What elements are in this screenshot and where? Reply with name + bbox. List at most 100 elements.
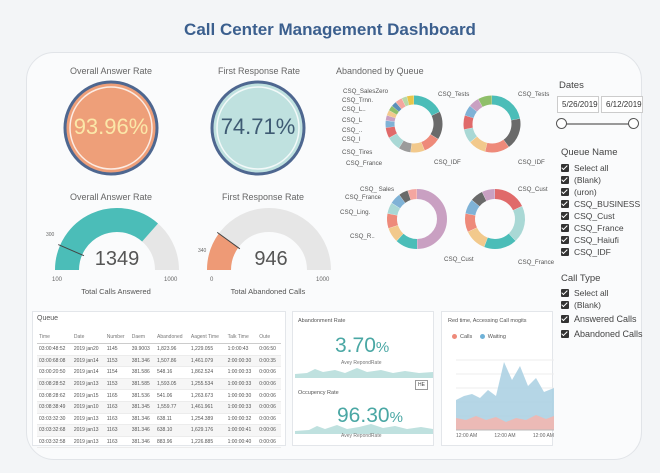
donut-segment [470, 136, 488, 152]
table-cell: 1,254.389 [188, 413, 226, 426]
checkbox-checked-icon[interactable] [561, 176, 569, 184]
checkbox-checked-icon[interactable] [561, 224, 569, 232]
table-column-header[interactable]: Date [71, 331, 105, 344]
filter-checkbox-item[interactable]: CSQ_France [561, 222, 640, 234]
table-row[interactable]: 03:03:32:58 2019 jan13 1163 381.346 883.96 1,… [37, 436, 281, 449]
donut-segment [389, 133, 404, 149]
table-cell: 1,507.86 [154, 355, 189, 368]
table-cell: 2019 jan14 [71, 366, 105, 379]
filter-checkbox-item[interactable]: CSQ_IDF [561, 246, 640, 258]
table-cell: 0:00:06 [257, 366, 281, 379]
filter-checkbox-item[interactable]: (Blank) [561, 299, 643, 311]
filter-checkbox-item[interactable]: CSQ_Haiufi [561, 234, 640, 246]
checkbox-checked-icon[interactable] [561, 164, 569, 172]
filter-checkbox-label: (Blank) [574, 175, 601, 185]
table-row[interactable]: 03:08:28:52 2019 jan13 1153 381.585 1,593.05… [37, 378, 281, 391]
table-column-header[interactable]: Time [37, 331, 72, 344]
table-row[interactable]: 03:00:20:50 2019 jan14 1154 381.586 548.16 1,… [37, 366, 281, 379]
donut-segment [399, 190, 411, 203]
filter-checkbox-item[interactable]: Answered Calls [561, 311, 643, 326]
checkbox-checked-icon[interactable] [561, 301, 569, 309]
gauge-left-value: 1349 [94, 248, 140, 270]
donut-segment [387, 213, 399, 229]
filter-checkbox-label: Select all [574, 163, 609, 173]
checkbox-checked-icon[interactable] [561, 212, 569, 220]
table-cell: 1163 [104, 436, 130, 449]
table-cell: 1:00:00:30 [225, 389, 258, 402]
checkbox-checked-icon[interactable] [561, 329, 569, 338]
donut-label: CSQ_France [346, 160, 383, 167]
table-cell: 2019 jan10 [71, 401, 105, 414]
date-from-input[interactable]: 5/26/2019 [557, 96, 599, 113]
donut-segment [467, 227, 488, 247]
filter-checkbox-item[interactable]: CSQ_Cust [561, 210, 640, 222]
x-tick: 12:00 AM [456, 433, 478, 439]
table-row[interactable]: 03:08:38:49 2019 jan10 1163 381.345 1,559.77… [37, 401, 281, 414]
date-slider-start-handle[interactable] [556, 118, 567, 129]
filter-checkbox-label: (Blank) [574, 300, 601, 310]
table-cell: 1,226.885 [188, 436, 226, 449]
x-tick: 12:00 AM [494, 433, 516, 439]
filter-checkbox-label: CSQ_Cust [574, 211, 615, 221]
realtime-area-chart [456, 359, 554, 431]
filter-checkbox-item[interactable]: (uron) [561, 186, 640, 198]
checkbox-checked-icon[interactable] [561, 188, 569, 196]
donut-segment [386, 110, 397, 119]
table-column-header[interactable]: Oute [257, 331, 281, 344]
table-row[interactable]: 03:00:48:52 2019 jan20 1145 39.9003 1,823.96… [37, 343, 281, 356]
legend-calls-label: Calls [460, 334, 473, 340]
donut-label: CSQ_Ling. [340, 209, 371, 216]
donut-4 [465, 189, 525, 249]
table-cell: 2019 jan15 [71, 389, 105, 402]
table-cell: 03:03:32:68 [37, 424, 72, 437]
abandoned-title: Abandoned by Queue [336, 66, 424, 76]
donut-segment [392, 102, 402, 112]
filter-checkbox-label: Answered Calls [574, 313, 637, 324]
table-row[interactable]: 03:03:32:30 2019 jan13 1163 381.346 638.11 1,… [37, 413, 281, 426]
table-cell: 2:00:00:30 [225, 355, 258, 368]
abandon-rate-unit: % [375, 339, 390, 356]
checkbox-checked-icon[interactable] [561, 236, 569, 244]
table-column-header[interactable]: Aagent Time [188, 331, 226, 344]
table-cell: 03:08:28:62 [37, 389, 72, 402]
filter-checkbox-item[interactable]: CSQ_BUSINESS [561, 198, 640, 210]
abandon-rate-caption: Avey RepondRate [341, 360, 382, 366]
checkbox-checked-icon[interactable] [561, 289, 569, 297]
table-column-header[interactable]: Number [104, 331, 130, 344]
filter-checkbox-item[interactable]: Select all [561, 162, 640, 174]
table-cell: 03:00:68:08 [37, 355, 72, 368]
table-cell: 2019 jan13 [71, 413, 105, 426]
queue-table-panel: Queue Time Date Number Daem Abandoned Aagent … [32, 311, 286, 449]
table-column-header[interactable]: Abandoned [154, 331, 189, 344]
checkbox-checked-icon[interactable] [561, 248, 569, 256]
donut-segment [407, 189, 417, 201]
filter-checkbox-item[interactable]: Select all [561, 287, 643, 299]
date-slider-end-handle[interactable] [628, 118, 639, 129]
abandon-rate-number: 3.70 [335, 334, 376, 357]
donut-segment [465, 213, 478, 232]
gauge-left-caption: Total Calls Answered [81, 287, 151, 296]
date-to-input[interactable]: 6/12/2019 [601, 96, 643, 113]
table-column-header[interactable]: Talk Time [225, 331, 258, 344]
queue-name-list: Select all (Blank) (uron) CSQ_BUSINESS CSQ_C… [561, 162, 640, 258]
table-column-header[interactable]: Daem [129, 331, 155, 344]
abandon-rate-badge[interactable]: HE [415, 380, 428, 390]
filter-checkbox-item[interactable]: (Blank) [561, 174, 640, 186]
filter-checkbox-label: CSQ_Haiufi [574, 235, 619, 245]
donut-segment [406, 95, 414, 106]
gauge-left-title: Overall Answer Rate [69, 192, 153, 202]
checkbox-checked-icon[interactable] [561, 200, 569, 208]
answer-rate-circle [63, 80, 159, 176]
table-cell: 1153 [104, 378, 130, 391]
checkbox-checked-icon[interactable] [561, 314, 569, 323]
filter-checkbox-item[interactable]: Abandoned Calls [561, 326, 643, 341]
table-cell: 381.346 [129, 413, 155, 426]
queue-name-title: Queue Name [561, 147, 618, 158]
table-row[interactable]: 03:03:32:68 2019 jan13 1163 381.346 638.10 1,… [37, 424, 281, 437]
filter-checkbox-label: CSQ_BUSINESS [574, 199, 641, 209]
table-cell: 1,559.77 [154, 401, 189, 414]
date-slider-track [561, 123, 635, 125]
table-row[interactable]: 03:00:68:08 2019 jan14 1153 381.346 1,507.86… [37, 355, 281, 368]
table-row[interactable]: 03:08:28:62 2019 jan15 1165 381.536 541.06 1,… [37, 389, 281, 402]
realtime-title: Red time, Accessing Call mogits [448, 318, 527, 324]
